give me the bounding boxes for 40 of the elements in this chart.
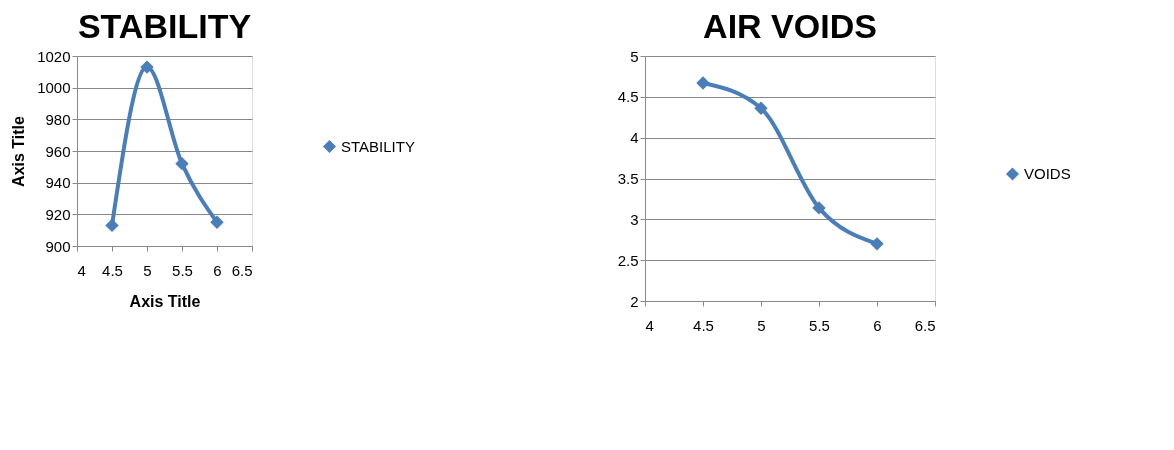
y-tick-label: 4.5 <box>617 88 639 106</box>
x-tick-label: 5.5 <box>172 261 193 279</box>
y-tick-label: 920 <box>45 205 71 223</box>
y-tick-label: 1000 <box>37 79 71 97</box>
point <box>175 156 189 171</box>
x-tick-label: 4.5 <box>693 316 714 334</box>
point <box>140 60 154 74</box>
point <box>696 76 710 90</box>
point <box>105 218 119 233</box>
y-tick-label: 1020 <box>37 47 71 65</box>
x-tick-label: 4 <box>645 316 654 334</box>
x-tick-label: 6 <box>213 261 222 279</box>
x-axis-title: Axis Title <box>129 292 201 310</box>
y-tick-label: 3.5 <box>617 170 639 187</box>
y-tick-label: 900 <box>45 237 71 255</box>
x-tick-label: 4 <box>77 261 86 279</box>
legend-label: STABILITY <box>341 137 415 155</box>
point <box>754 101 768 115</box>
point <box>210 215 224 229</box>
legend-label: VOIDS <box>1024 165 1071 182</box>
x-tick-label: 6.5 <box>914 316 936 334</box>
x-tick-label: 5 <box>757 316 766 334</box>
y-tick-label: 980 <box>45 110 71 128</box>
x-tick-label: 6.5 <box>231 261 253 279</box>
x-tick-label: 5.5 <box>809 316 830 334</box>
x-tick-label: 6 <box>873 316 882 334</box>
y-tick-label: 5 <box>630 47 639 65</box>
x-tick-label: 5 <box>143 261 152 279</box>
y-tick-label: 2 <box>630 292 639 310</box>
x-tick-label: 4.5 <box>102 261 123 279</box>
y-tick-label: 940 <box>45 174 71 192</box>
point <box>870 237 884 251</box>
y-tick-label: 2.5 <box>617 251 639 269</box>
y-tick-label: 960 <box>45 142 71 160</box>
y-axis-title: Axis Title <box>10 115 28 187</box>
chart-title: STABILITY <box>77 7 252 45</box>
chart-title: AIR VOIDS <box>703 7 877 45</box>
point <box>812 201 826 215</box>
y-tick-label: 4 <box>630 129 639 147</box>
y-tick-label: 3 <box>630 210 639 228</box>
